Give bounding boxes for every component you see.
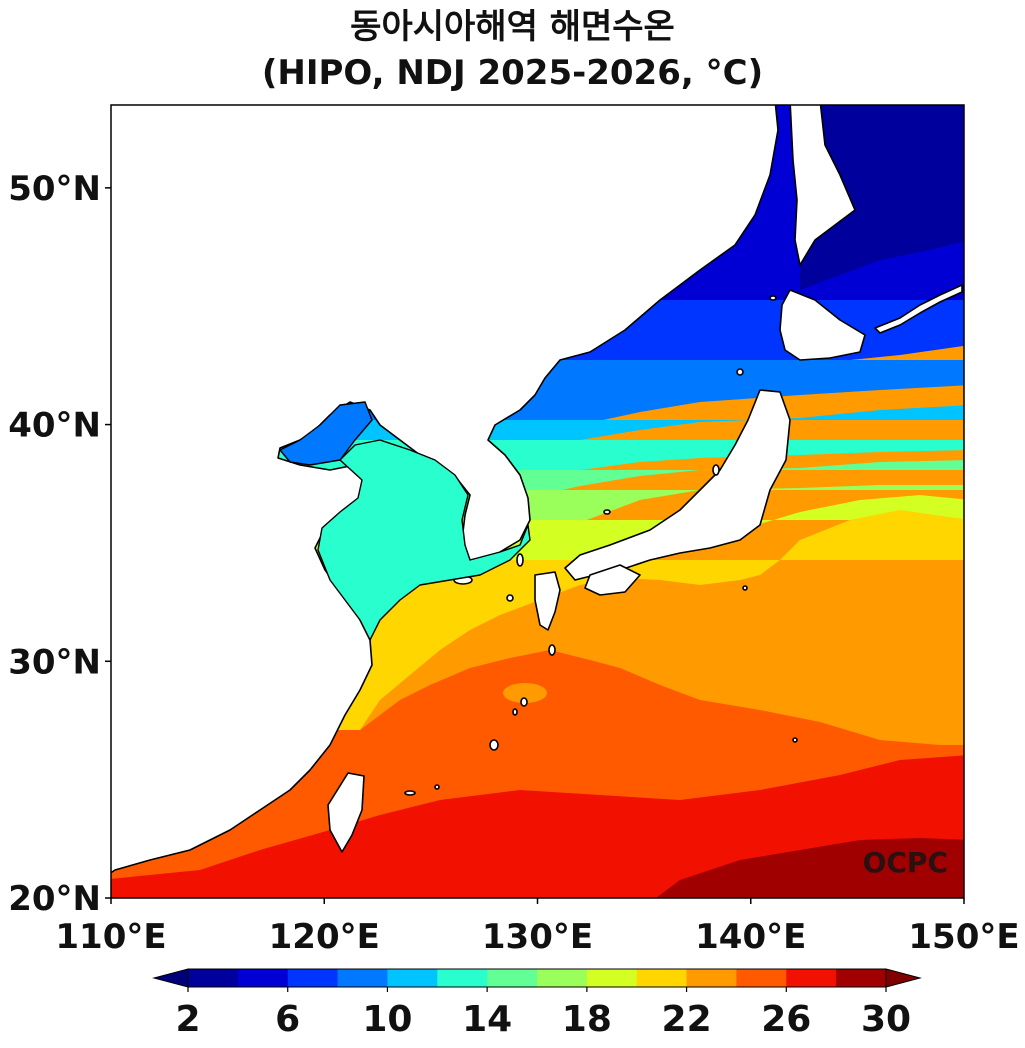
x-tick-label: 110°E <box>55 917 166 957</box>
colorbar-frame <box>187 968 887 988</box>
colorbar-tick-label: 22 <box>662 999 712 1040</box>
land-ryukyu-1 <box>548 644 556 656</box>
colorbar-bin <box>337 969 388 987</box>
land-masses <box>111 105 963 874</box>
colorbar-bin <box>237 969 289 987</box>
x-tick-label: 130°E <box>482 917 593 957</box>
land-ishigaki <box>434 784 440 790</box>
sea-yellow <box>317 439 531 641</box>
colorbar-tick-label: 18 <box>562 999 612 1040</box>
land-ryukyu-3 <box>512 708 518 716</box>
map-subtitle: (HIPO, NDJ 2025-2026, °C) <box>261 53 764 93</box>
colorbar-bin <box>686 969 737 987</box>
colorbar-tick-label: 14 <box>462 999 512 1040</box>
land-sado <box>712 464 720 476</box>
land-miyako <box>404 790 416 796</box>
colorbar-tick-label: 2 <box>175 999 200 1040</box>
land-mainland <box>111 105 779 874</box>
colorbar-bin <box>836 969 887 987</box>
land-shikoku <box>584 564 641 596</box>
colorbar-extend-high <box>885 968 922 988</box>
land-hokkaido <box>779 289 866 361</box>
sst-band-2 <box>800 105 964 290</box>
colorbar-bin <box>487 969 538 987</box>
inner-seas <box>279 401 531 641</box>
sst-warm-eddy <box>503 683 547 703</box>
colorbar-extend-low <box>152 968 189 988</box>
colorbar-bin <box>586 969 638 987</box>
colorbar-bin <box>287 969 339 987</box>
colorbar-bin <box>736 969 787 987</box>
longitude-axis: 110°E 120°E 130°E 140°E 150°E <box>55 898 1020 957</box>
land-islet-2 <box>736 368 744 376</box>
y-tick-label: 30°N <box>8 642 101 682</box>
x-tick-label: 120°E <box>269 917 380 957</box>
x-tick-label: 140°E <box>695 917 806 957</box>
land-bonin <box>792 737 798 743</box>
colorbar-bin <box>537 969 588 987</box>
latitude-axis: 20°N 30°N 40°N 50°N <box>8 169 111 919</box>
land-sakhalin <box>789 105 856 266</box>
sea-bohai <box>279 401 373 466</box>
colorbar-bin <box>188 969 239 987</box>
y-tick-label: 40°N <box>8 406 101 446</box>
colorbar-bin <box>437 969 488 987</box>
sst-band-28 <box>656 838 964 898</box>
colorbar-bin <box>786 969 837 987</box>
land-okinawa <box>489 739 499 751</box>
land-ryukyu-2 <box>520 697 528 707</box>
map-title: 동아시아해역 해면수온 <box>350 7 675 47</box>
colorbar-bin <box>387 969 438 987</box>
y-tick-label: 20°N <box>8 879 101 919</box>
temperature-colorbar: 2 6 10 14 18 22 26 30 <box>152 968 922 1040</box>
colorbar-tick-label: 26 <box>761 999 811 1040</box>
colorbar-tick-label: 10 <box>362 999 412 1040</box>
colorbar-tick-label: 30 <box>861 999 911 1040</box>
land-tsushima <box>516 553 524 567</box>
land-islet-1 <box>506 594 514 602</box>
ocpc-credit-label: OCPC <box>863 846 948 879</box>
map-plot-area: OCPC <box>110 104 965 899</box>
land-taiwan <box>327 772 365 853</box>
colorbar-bin <box>636 969 688 987</box>
land-islet-3 <box>769 295 777 301</box>
land-kyushu <box>534 571 561 631</box>
colorbar-tick-label: 6 <box>275 999 300 1040</box>
x-tick-label: 150°E <box>908 917 1019 957</box>
land-kurils <box>874 284 963 334</box>
land-oki <box>603 509 611 515</box>
land-hachijo <box>742 585 748 591</box>
y-tick-label: 50°N <box>8 169 101 209</box>
